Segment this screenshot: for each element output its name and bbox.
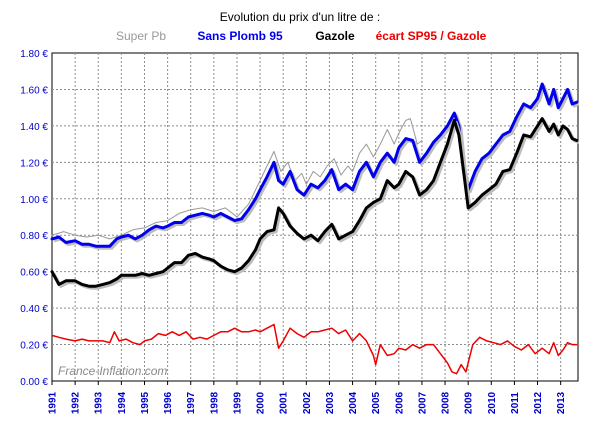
x-tick-label: 2011 bbox=[510, 392, 521, 414]
x-tick-label: 2001 bbox=[279, 391, 290, 414]
x-tick-label: 1993 bbox=[94, 391, 105, 414]
series-shadow bbox=[53, 84, 580, 250]
series-line-0 bbox=[51, 118, 423, 240]
x-tick-label: 1991 bbox=[48, 391, 59, 414]
x-tick-label: 2003 bbox=[325, 391, 336, 414]
x-tick-label: 1995 bbox=[140, 391, 151, 414]
x-tick-label: 1999 bbox=[232, 391, 243, 414]
series-lines bbox=[50, 82, 580, 375]
x-tick-label: 2002 bbox=[302, 391, 313, 414]
x-tick-label: 1996 bbox=[163, 391, 174, 414]
watermark: France-Inflation.com bbox=[58, 364, 167, 378]
y-tick-label: 0.20 € bbox=[20, 341, 48, 352]
legend-ecart: écart SP95 / Gazole bbox=[376, 29, 487, 43]
series-line-1 bbox=[50, 82, 579, 248]
x-axis-ticks: 1991 1992 1993 1994 1995 1996 1997 1998 1999 2000… bbox=[48, 381, 567, 414]
series-line-2 bbox=[50, 117, 579, 288]
y-tick-label: 1.60 € bbox=[20, 85, 48, 96]
y-tick-label: 0.60 € bbox=[20, 268, 48, 279]
chart-title: Evolution du prix d'un litre de : bbox=[220, 10, 380, 24]
x-tick-label: 2010 bbox=[487, 391, 498, 414]
legend-sans-plomb-95: Sans Plomb 95 bbox=[197, 29, 283, 43]
y-tick-label: 1.40 € bbox=[20, 122, 48, 133]
y-tick-label: 1.20 € bbox=[20, 158, 48, 169]
x-tick-label: 2007 bbox=[417, 391, 428, 414]
x-tick-label: 2009 bbox=[464, 391, 475, 414]
x-tick-label: 2004 bbox=[348, 391, 359, 414]
y-tick-label: 0.80 € bbox=[20, 231, 48, 242]
y-axis-ticks: 0.00 € 0.20 € 0.40 € 0.60 € 0.80 € 1.00 € 1.20… bbox=[20, 49, 48, 388]
y-tick-label: 1.00 € bbox=[20, 195, 48, 206]
x-tick-label: 1998 bbox=[209, 391, 220, 414]
legend-gazole: Gazole bbox=[315, 29, 355, 43]
legend: Super Pb Sans Plomb 95 Gazole écart SP95… bbox=[116, 29, 487, 43]
y-tick-label: 0.00 € bbox=[20, 377, 48, 388]
x-tick-label: 2008 bbox=[441, 391, 452, 414]
plot-frame bbox=[51, 52, 579, 382]
x-tick-label: 1994 bbox=[117, 391, 128, 414]
x-tick-label: 2013 bbox=[556, 391, 567, 414]
x-tick-label: 2005 bbox=[371, 391, 382, 414]
x-tick-label: 2006 bbox=[394, 391, 405, 414]
x-tick-label: 2012 bbox=[533, 391, 544, 414]
legend-super-pb: Super Pb bbox=[116, 29, 166, 43]
y-tick-label: 1.80 € bbox=[20, 49, 48, 60]
x-tick-label: 1997 bbox=[186, 391, 197, 414]
plot-area bbox=[51, 52, 579, 382]
y-tick-label: 0.40 € bbox=[20, 304, 48, 315]
x-tick-label: 2000 bbox=[256, 391, 267, 414]
series-line-3 bbox=[51, 323, 578, 375]
x-tick-label: 1992 bbox=[71, 391, 82, 414]
